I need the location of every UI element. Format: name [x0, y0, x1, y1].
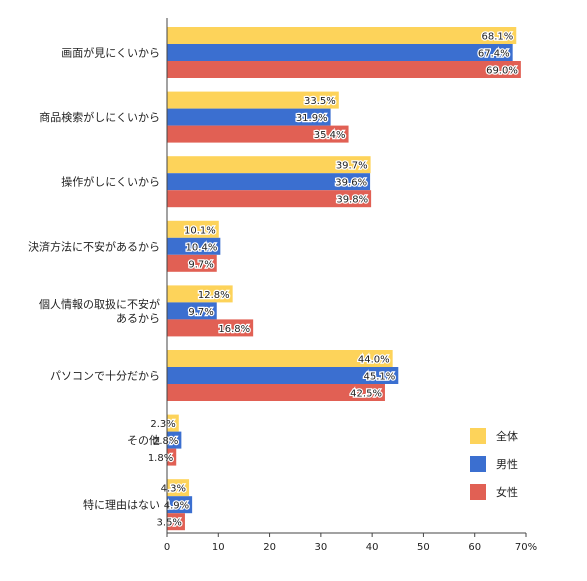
value-label: 16.8%	[218, 324, 250, 335]
legend-label: 男性	[496, 457, 518, 471]
bar-1-1	[167, 27, 517, 44]
legend-label: 全体	[496, 429, 518, 443]
bar-2-2	[167, 108, 331, 126]
bar-8-3	[167, 513, 185, 531]
x-tick-label: 0	[164, 542, 170, 553]
bar-1-2	[167, 44, 513, 61]
bar-4-3	[167, 254, 217, 272]
value-label: 4.9%	[164, 501, 189, 512]
value-label: 2.3%	[150, 419, 175, 430]
x-tick-label: 50	[417, 542, 430, 553]
value-label: 45.1%	[364, 372, 396, 383]
x-tick-label: 30	[314, 542, 327, 553]
bar-2-1	[167, 91, 339, 109]
value-label: 1.8%	[148, 453, 173, 464]
x-tick-label: 70%	[515, 542, 537, 553]
bar-8-1	[167, 479, 190, 497]
bar-7-2	[167, 431, 182, 449]
value-label: 44.0%	[358, 355, 390, 366]
bar-7-1	[167, 414, 179, 432]
value-label: 33.5%	[304, 96, 336, 107]
category-label: 特に理由はない	[83, 498, 160, 512]
category-label: 操作がしにくいから	[61, 175, 160, 189]
legend-swatch	[470, 428, 486, 444]
category-label: 画面が見にくいから	[61, 46, 160, 60]
axes-group: 画面が見にくいから商品検索がしにくいから操作がしにくいから決済方法に不安があるか…	[28, 18, 537, 553]
x-tick-label: 60	[468, 542, 481, 553]
value-label: 68.1%	[481, 32, 513, 43]
value-label: 35.4%	[314, 130, 346, 141]
bar-7-3	[167, 448, 177, 466]
value-label: 39.6%	[335, 178, 367, 189]
value-label: 10.4%	[186, 242, 218, 253]
value-label: 2.8%	[153, 436, 178, 447]
bar-3-3	[167, 190, 372, 208]
value-label: 9.7%	[188, 307, 213, 318]
bar-3-2	[167, 173, 371, 191]
bar-6-2	[167, 367, 399, 384]
bar-6-3	[167, 384, 385, 401]
value-label: 42.5%	[350, 389, 382, 400]
bar-5-2	[167, 302, 217, 320]
legend-label: 女性	[496, 485, 518, 499]
category-label: 決済方法に不安があるから	[28, 239, 160, 253]
legend-swatch	[470, 456, 486, 472]
value-label: 10.1%	[184, 225, 216, 236]
bar-6-1	[167, 350, 393, 367]
bar-3-1	[167, 156, 371, 174]
value-label: 67.4%	[478, 49, 510, 60]
value-label: 39.7%	[336, 161, 368, 172]
bar-5-3	[167, 319, 254, 337]
bar-1-3	[167, 61, 521, 78]
bar-5-1	[167, 285, 233, 303]
bar-2-3	[167, 125, 349, 143]
bars-group: 68.1% 67.4% 69.0% 33.5% 31.9% 35.4% 39.7% 39.6%…	[147, 27, 521, 531]
value-label: 4.3%	[161, 484, 186, 495]
category-label: パソコンで十分だから	[50, 369, 160, 383]
bar-4-2	[167, 237, 221, 255]
bar-8-2	[167, 496, 193, 514]
bar-4-1	[167, 220, 219, 238]
x-tick-label: 20	[263, 542, 276, 553]
x-tick-label: 40	[366, 542, 379, 553]
value-label: 31.9%	[296, 113, 328, 124]
category-label: 商品検索がしにくいから	[39, 110, 160, 124]
value-label: 9.7%	[188, 259, 213, 270]
category-label: 個人情報の取扱に不安があるから	[39, 297, 160, 325]
value-label: 3.5%	[157, 518, 182, 529]
category-label: その他	[127, 434, 160, 447]
value-label: 39.8%	[336, 195, 368, 206]
x-tick-label: 10	[212, 542, 225, 553]
value-label: 12.8%	[198, 290, 230, 301]
value-label: 69.0%	[486, 66, 518, 77]
legend-swatch	[470, 484, 486, 500]
